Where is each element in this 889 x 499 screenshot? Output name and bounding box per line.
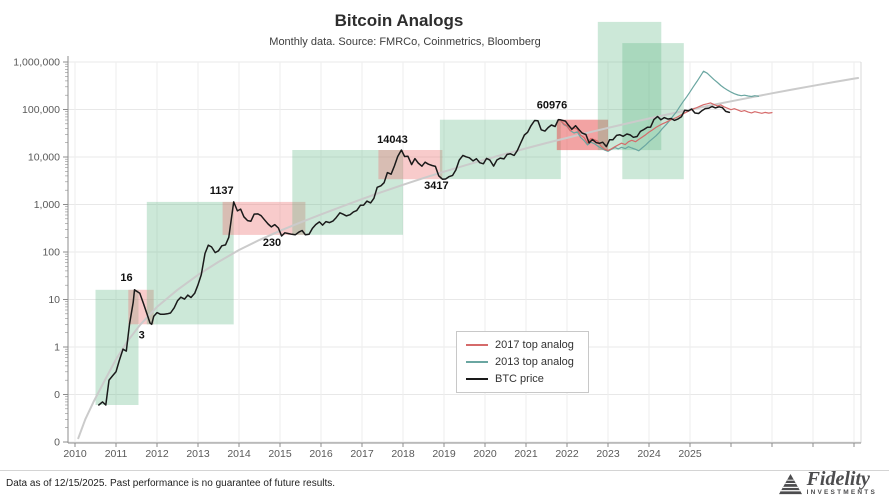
x-tick-label: 2014 <box>227 448 251 460</box>
brand-subtitle: INVESTMENTS <box>806 488 877 496</box>
fidelity-logo: Fidelity INVESTMENTS <box>778 469 877 497</box>
analog-2013-line <box>559 70 760 152</box>
legend-item: 2013 top analog <box>466 356 574 368</box>
y-tick-label: 10 <box>48 294 60 306</box>
price-annotation: 3 <box>139 329 145 341</box>
y-tick-label: 0 <box>54 389 60 401</box>
legend-label: BTC price <box>495 373 544 385</box>
x-tick-label: 2022 <box>555 448 579 460</box>
legend-line-swatch <box>466 378 488 380</box>
x-tick-label: 2024 <box>637 448 661 460</box>
x-tick-label: 2011 <box>105 448 128 460</box>
price-annotation: 1137 <box>210 185 234 197</box>
y-tick-label: 100 <box>42 247 60 259</box>
x-tick-label: 2020 <box>473 448 497 460</box>
analog-2017-line <box>559 102 773 151</box>
brand-name: Fidelity <box>806 467 870 490</box>
y-tick-label: 0 <box>54 437 60 449</box>
price-annotation: 14043 <box>377 134 408 146</box>
legend-line-swatch <box>466 344 488 346</box>
price-annotation: 230 <box>263 237 281 249</box>
fidelity-pyramid-icon <box>778 473 802 495</box>
legend-line-swatch <box>466 361 488 363</box>
x-tick-label: 2012 <box>145 448 169 460</box>
x-tick-label: 2017 <box>350 448 374 460</box>
x-tick-label: 2025 <box>678 448 702 460</box>
disclaimer-text: Data as of 12/15/2025. Past performance … <box>6 478 336 489</box>
analog-phase-box-green <box>292 150 403 235</box>
y-tick-label: 10,000 <box>28 152 60 164</box>
btc-price-line <box>98 105 731 406</box>
chart-title: Bitcoin Analogs <box>334 11 464 30</box>
price-annotation: 60976 <box>537 100 568 112</box>
x-tick-label: 2013 <box>186 448 210 460</box>
x-tick-label: 2018 <box>391 448 415 460</box>
legend-label: 2017 top analog <box>495 339 574 351</box>
x-tick-label: 2015 <box>268 448 292 460</box>
brand-text: Fidelity INVESTMENTS <box>807 469 877 497</box>
footer-bar: Data as of 12/15/2025. Past performance … <box>0 469 889 499</box>
analog-phase-box-green <box>622 43 684 180</box>
legend-item: 2017 top analog <box>466 339 574 351</box>
analog-phase-box-green <box>146 201 234 325</box>
x-tick-label: 2010 <box>63 448 87 460</box>
legend-label: 2013 top analog <box>495 356 574 368</box>
price-annotation: 3417 <box>424 180 448 192</box>
x-tick-label: 2023 <box>596 448 620 460</box>
x-tick-label: 2021 <box>514 448 538 460</box>
y-tick-label: 1,000 <box>34 199 60 211</box>
x-tick-label: 2019 <box>432 448 456 460</box>
x-tick-label: 2016 <box>309 448 333 460</box>
chart-subtitle: Monthly data. Source: FMRCo, Coinmetrics… <box>269 36 541 48</box>
trend-line <box>77 77 860 440</box>
y-tick-label: 1,000,000 <box>13 57 60 69</box>
price-annotation: 16 <box>120 272 132 284</box>
analog-phase-box-green <box>439 119 561 180</box>
legend-item: BTC price <box>466 373 574 385</box>
legend: 2017 top analog 2013 top analog BTC price <box>456 331 589 393</box>
y-tick-label: 100,000 <box>22 104 60 116</box>
y-tick-label: 1 <box>54 342 60 354</box>
